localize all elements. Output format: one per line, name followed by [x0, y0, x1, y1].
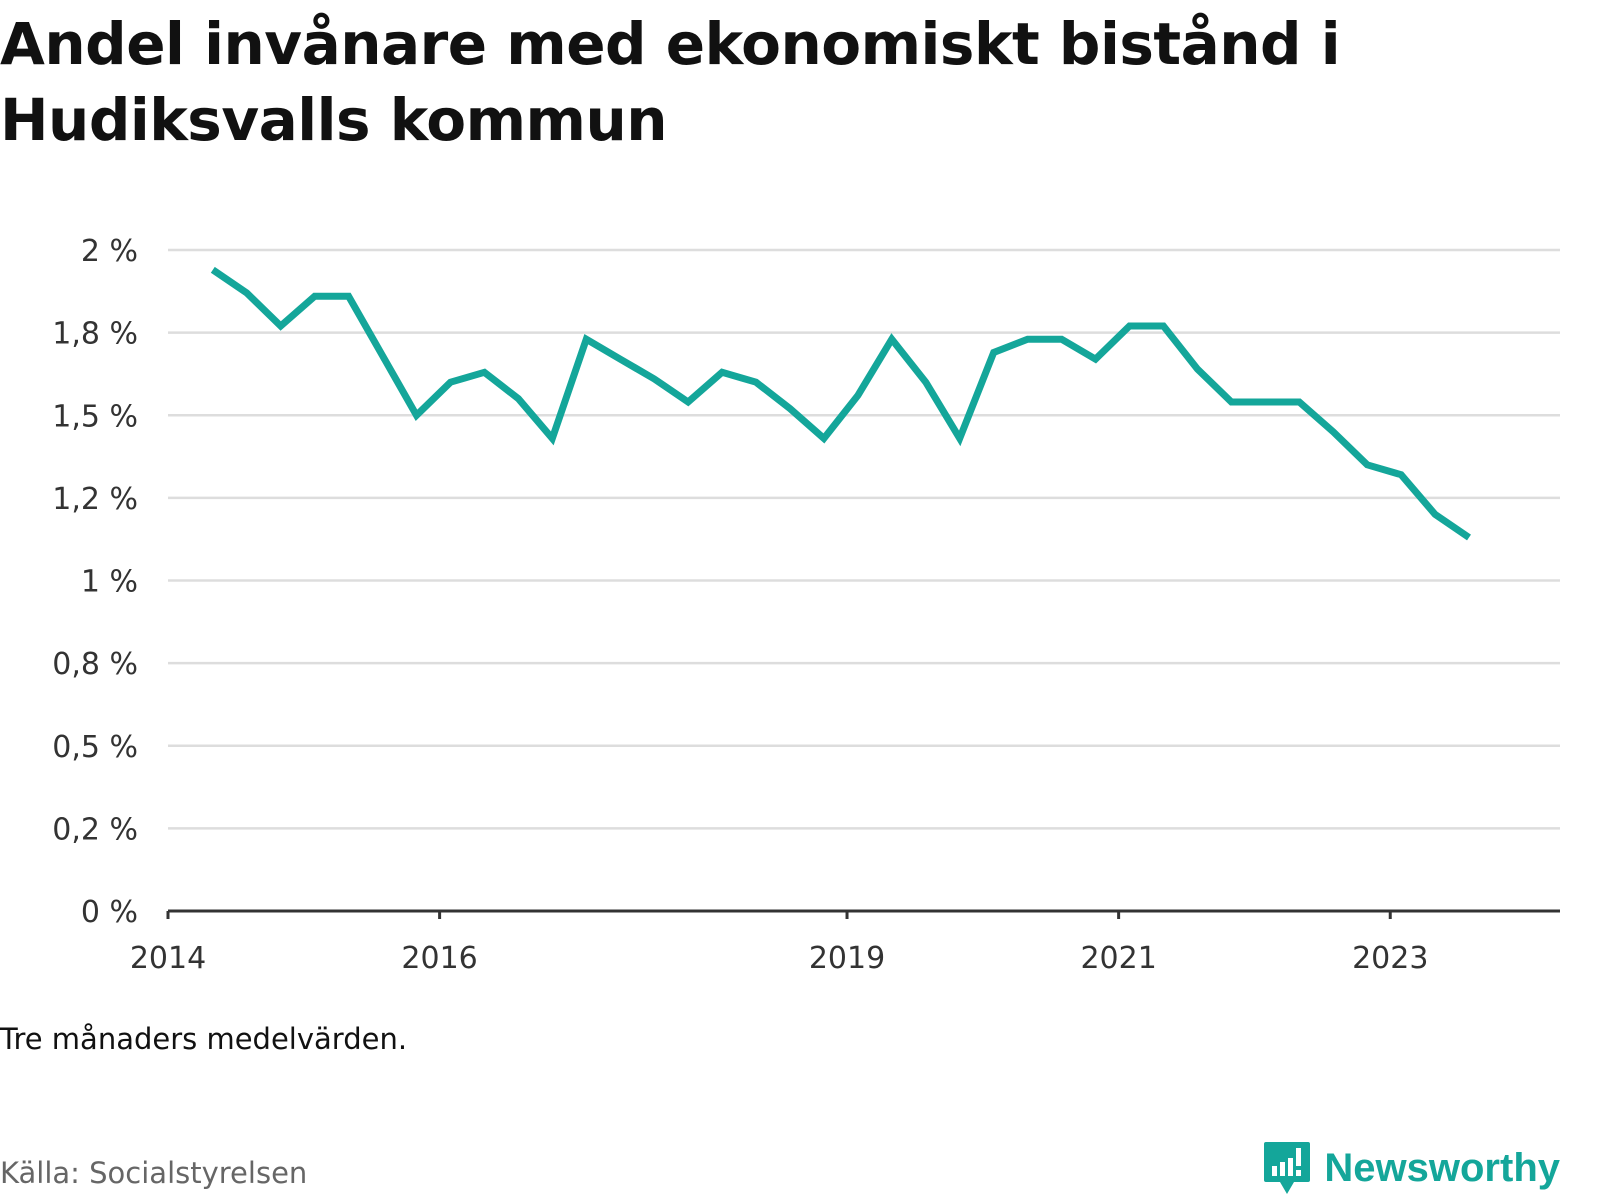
y-tick-label: 2 % — [81, 234, 138, 269]
x-tick-label: 2023 — [1352, 941, 1428, 976]
y-tick-label: 1 % — [81, 565, 138, 600]
x-tick-label: 2014 — [130, 941, 206, 976]
y-tick-label: 1,2 % — [52, 482, 138, 517]
brand-logo: Newsworthy — [1262, 1140, 1560, 1196]
brand-name: Newsworthy — [1324, 1145, 1560, 1190]
grid-lines — [168, 248, 1560, 830]
line-chart: 0 %0,2 %0,5 %0,8 %1 %1,2 %1,5 %1,8 %2 % … — [52, 234, 1560, 976]
chart-note: Tre månaders medelvärden. — [0, 1022, 408, 1056]
x-tick-label: 2016 — [401, 941, 477, 976]
y-tick-label: 1,8 % — [52, 317, 138, 352]
y-axis-tick-labels: 0 % 0,2 % 0,5 % 0,8 % 1 % 1,2 % 1,5 % 1,8 % 2 % — [52, 234, 138, 930]
source-credit: Källa: Socialstyrelsen — [0, 1156, 308, 1190]
x-tick-label: 2019 — [809, 941, 885, 976]
series-group — [210, 266, 1471, 541]
x-tick-label: 2021 — [1080, 941, 1156, 976]
y-tick-label: 0 % — [81, 895, 138, 930]
y-tick-label: 0,2 % — [52, 812, 138, 847]
chart-title: Andel invånare med ekonomiskt bistånd i … — [0, 10, 1341, 154]
y-tick-label: 0,8 % — [52, 647, 138, 682]
y-tick-label: 1,5 % — [52, 399, 138, 434]
y-tick-label: 0,5 % — [52, 730, 138, 765]
newsworthy-logo-icon — [1264, 1142, 1311, 1194]
x-axis: 2014 2016 2019 2021 2023 — [130, 909, 1560, 976]
series-line — [210, 266, 1471, 541]
